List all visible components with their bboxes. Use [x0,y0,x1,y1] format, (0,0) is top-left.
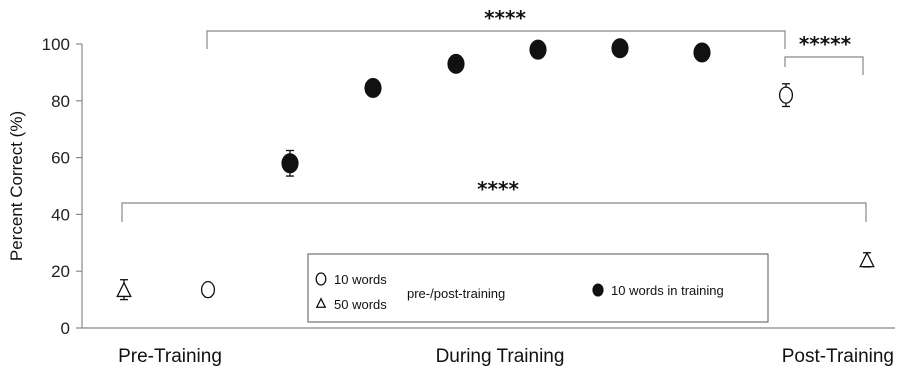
y-tick-label: 80 [51,92,70,111]
legend-label-10-words-in-training: 10 words in training [611,283,724,298]
legend-marker-10-words [315,272,327,286]
phase-label: Post-Training [782,346,894,367]
data-point [281,153,299,174]
significance-bracket [784,56,864,75]
y-tick-label: 40 [51,205,70,224]
data-point [611,38,629,59]
phase-labels: Pre-Training During Training Post-Training [118,346,894,367]
significance-bracket [121,202,867,222]
legend-box [307,253,769,323]
axis-layer: Percent Correct (%) [7,44,895,329]
data-point [859,251,875,268]
legend: 10 words 50 words pre-/post-training 10 wor… [307,253,769,323]
phase-label: During Training [436,346,565,367]
legend-marker-50-words [315,297,327,308]
legend-group-label: pre-/post-training [407,286,505,301]
legend-label-50-words: 50 words [334,297,387,312]
significance-label: **** [484,6,526,30]
significance-bracket [206,30,786,49]
marks-layer [116,38,875,301]
ticks-layer: 0 20 40 60 80 100 [42,35,82,338]
significance-label: ***** [799,32,852,56]
data-point [693,42,711,63]
data-point [778,86,794,104]
legend-marker-10-words-in-training [592,283,604,297]
data-point [364,78,382,99]
significance-label: **** [477,177,519,201]
y-axis-label: Percent Correct (%) [7,111,26,261]
data-point [116,281,132,298]
y-tick-label: 100 [42,35,70,54]
legend-label-10-words: 10 words [334,272,387,287]
data-point [200,281,216,299]
brackets-layer: ************* [121,6,867,222]
data-point [447,53,465,74]
phase-label: Pre-Training [118,346,222,367]
y-tick-label: 20 [51,262,70,281]
y-tick-label: 60 [51,149,70,168]
y-tick-label: 0 [61,319,70,338]
data-point [529,39,547,60]
